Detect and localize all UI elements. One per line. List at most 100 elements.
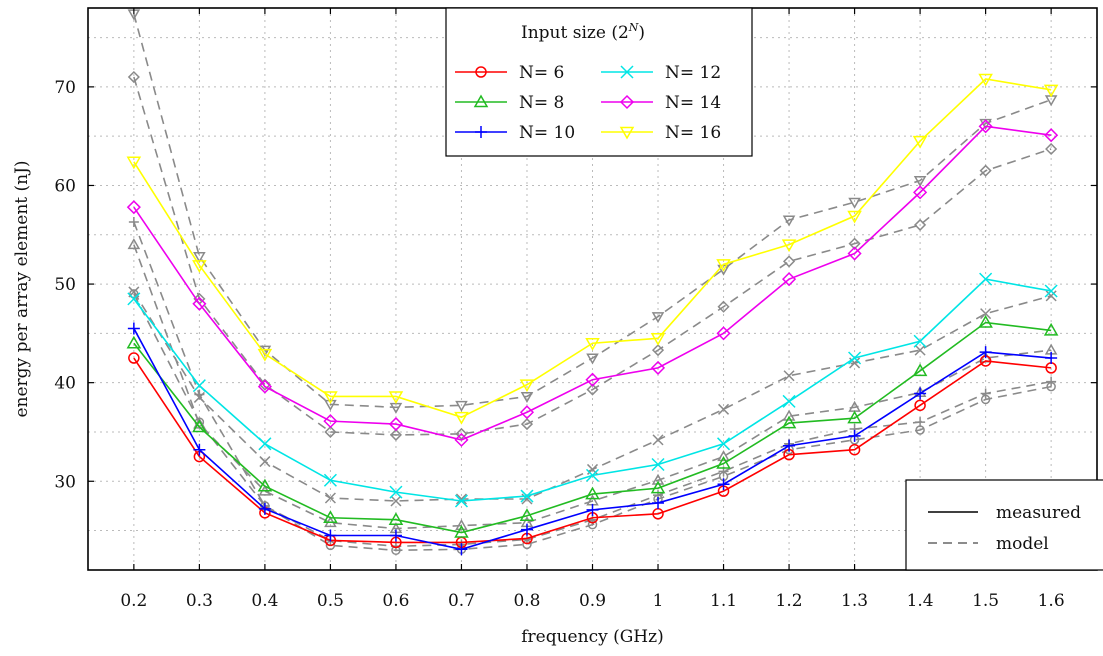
legend-entry-n14: N= 14 [601,93,721,113]
model-point-n14 [520,418,534,431]
measured-point-n8 [650,480,666,494]
measured-point-n16 [519,379,535,393]
measured-point-n14 [781,272,797,287]
measured-point-n8 [388,512,404,525]
measured-point-n14 [716,326,731,341]
measured-lines [126,73,1059,556]
x-tick-label: 1.1 [710,591,737,611]
measured-point-n12 [520,489,534,503]
measured-point-n10 [914,387,927,400]
measured-point-n14 [585,372,600,387]
model-point-n14 [717,300,730,313]
measured-point-n16 [781,239,797,253]
model-point-n14 [782,255,796,268]
y-tick-label: 40 [54,374,76,394]
measured-point-n16 [454,411,469,425]
model-point-n8 [782,409,796,421]
measured-line-n16 [133,78,1052,419]
measured-line-n14 [133,125,1052,441]
x-axis-title: frequency (GHz) [521,627,663,647]
model-point-n16 [913,176,927,188]
measured-point-n16 [847,210,862,224]
y-tick-label: 70 [54,78,76,98]
measured-point-n10 [717,478,730,491]
model-point-n14 [979,164,992,177]
measured-point-n8 [454,525,469,538]
measured-point-n12 [323,473,337,487]
measured-point-n6 [914,399,926,412]
model-point-n14 [914,218,927,231]
measured-point-n8 [716,456,731,469]
model-point-n10 [1046,376,1057,387]
legend-label-n12: N= 12 [665,63,721,83]
legend-entry-n12: N= 12 [601,63,721,83]
measured-point-n14 [126,200,141,215]
style-legend-box [905,479,1103,571]
measured-point-n16 [978,73,993,87]
measured-point-n12 [258,437,272,451]
measured-point-n12 [848,351,862,365]
y-axis-title: energy per array element (nJ) [12,160,32,417]
measured-point-n10 [848,429,861,442]
measured-point-n12 [389,485,403,499]
model-point-n12 [455,493,467,505]
legend-marker-n10 [475,126,487,138]
measured-point-n16 [257,348,273,362]
measured-point-n14 [847,246,862,261]
model-point-n16 [586,353,599,365]
measured-point-n8 [192,419,207,433]
measured-point-n16 [323,391,338,404]
measured-point-n10 [455,543,468,556]
model-series-n14 [127,70,1058,441]
measured-point-n14 [519,405,535,420]
measured-point-n16 [716,259,731,272]
measured-point-n12 [1044,284,1058,298]
measured-point-n10 [783,439,796,452]
measured-point-n14 [913,185,928,200]
model-point-n14 [848,237,861,250]
model-point-n12 [718,403,730,415]
model-point-n16 [520,391,534,403]
legend-label-n6: N= 6 [519,63,564,83]
model-point-n10 [980,388,991,399]
measured-point-n8 [912,363,928,377]
model-line-n14 [133,76,1052,436]
legend-marker-n16 [619,126,635,140]
measured-point-n12 [454,494,468,508]
measured-point-n8 [978,315,993,328]
axis-ticks: 0.2 0.3 0.4 0.5 0.6 0.7 0.8 0.9 1 1.1 1.2 1.3 1.4 1.5… [54,8,1097,611]
measured-point-n10 [193,443,206,456]
model-point-n14 [586,383,599,396]
measured-point-n16 [585,337,600,351]
measured-point-n12 [192,379,206,393]
measured-point-n10 [586,503,599,516]
model-point-n14 [651,344,665,357]
measured-point-n12 [717,437,731,451]
measured-point-n16 [126,156,142,170]
legend-entry-n10: N= 10 [455,123,575,143]
model-point-n16 [848,197,861,209]
model-series-n12 [128,286,1057,507]
legend-entry-n8: N= 8 [455,93,564,113]
y-tick-label: 30 [54,472,76,492]
measured-point-n10 [324,529,337,542]
model-point-n8 [127,238,141,250]
measured-point-n14 [192,296,207,311]
x-tick-label: 1.2 [776,591,803,611]
measured-point-n8 [519,508,535,522]
measured-point-n12 [782,394,796,408]
x-tick-label: 1.3 [841,591,868,611]
legend-label-n10: N= 10 [519,123,575,143]
model-point-n12 [193,391,205,403]
model-point-n10 [915,417,926,428]
model-point-n8 [455,519,468,531]
measured-series-n10 [127,322,1058,556]
measured-point-n12 [979,272,993,286]
model-point-n12 [914,344,926,356]
legend-label-n8: N= 8 [519,93,564,113]
measured-series-n16 [126,73,1059,425]
x-tick-label: 1 [653,591,664,611]
measured-point-n8 [323,510,338,523]
